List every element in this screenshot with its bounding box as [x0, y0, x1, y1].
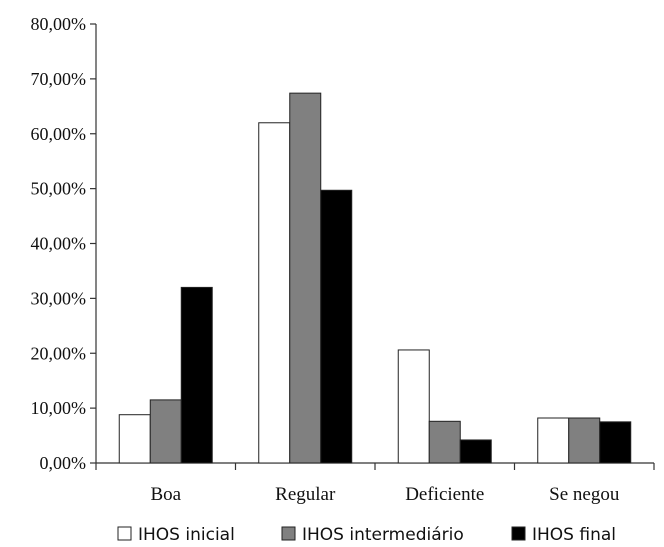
y-tick-label: 20,00%	[31, 343, 87, 363]
y-tick-label: 70,00%	[31, 69, 87, 89]
bar-deficiente-series-2	[428, 420, 461, 464]
y-tick-label: 40,00%	[31, 234, 87, 254]
legend: IHOS inicial IHOS intermediário IHOS final	[117, 525, 616, 545]
y-tick-label: 80,00%	[31, 14, 87, 34]
y-tick-label: 30,00%	[31, 288, 87, 308]
bar-boa-series-2	[149, 399, 182, 464]
bar-se-negou-series-2	[568, 417, 601, 464]
legend-item: IHOS intermediário	[281, 525, 464, 545]
bar-regular-series-1	[258, 122, 291, 464]
bars	[118, 92, 632, 464]
y-axis: 0,00% 10,00% 20,00% 30,00% 40,00% 50,00% 60,00…	[31, 14, 97, 473]
category-label: Deficiente	[405, 484, 484, 505]
y-tick-label: 50,00%	[31, 179, 87, 199]
legend-label: IHOS intermediário	[302, 525, 464, 545]
legend-label: IHOS final	[532, 525, 616, 545]
legend-label: IHOS inicial	[138, 525, 235, 545]
bar-regular-series-3	[320, 189, 353, 464]
legend-item: IHOS inicial	[117, 525, 235, 545]
category-label: Se negou	[549, 484, 620, 505]
category-label: Boa	[150, 484, 181, 505]
bar-se-negou-series-1	[537, 417, 570, 464]
bar-boa-series-3	[180, 286, 213, 464]
bar-deficiente-series-1	[397, 349, 430, 464]
bar-se-negou-series-3	[599, 421, 632, 464]
legend-swatch	[511, 526, 526, 541]
bar-deficiente-series-3	[459, 439, 492, 464]
y-tick-label: 10,00%	[31, 398, 87, 418]
bar-boa-series-1	[118, 414, 151, 464]
legend-swatch	[117, 526, 132, 541]
bar-regular-series-2	[289, 92, 322, 464]
legend-item: IHOS final	[511, 525, 616, 545]
y-tick-label: 60,00%	[31, 124, 87, 144]
legend-swatch	[281, 526, 296, 541]
x-axis: Boa Regular Deficiente Se negou	[95, 462, 655, 505]
category-label: Regular	[275, 484, 336, 505]
y-tick-label: 0,00%	[40, 453, 87, 473]
